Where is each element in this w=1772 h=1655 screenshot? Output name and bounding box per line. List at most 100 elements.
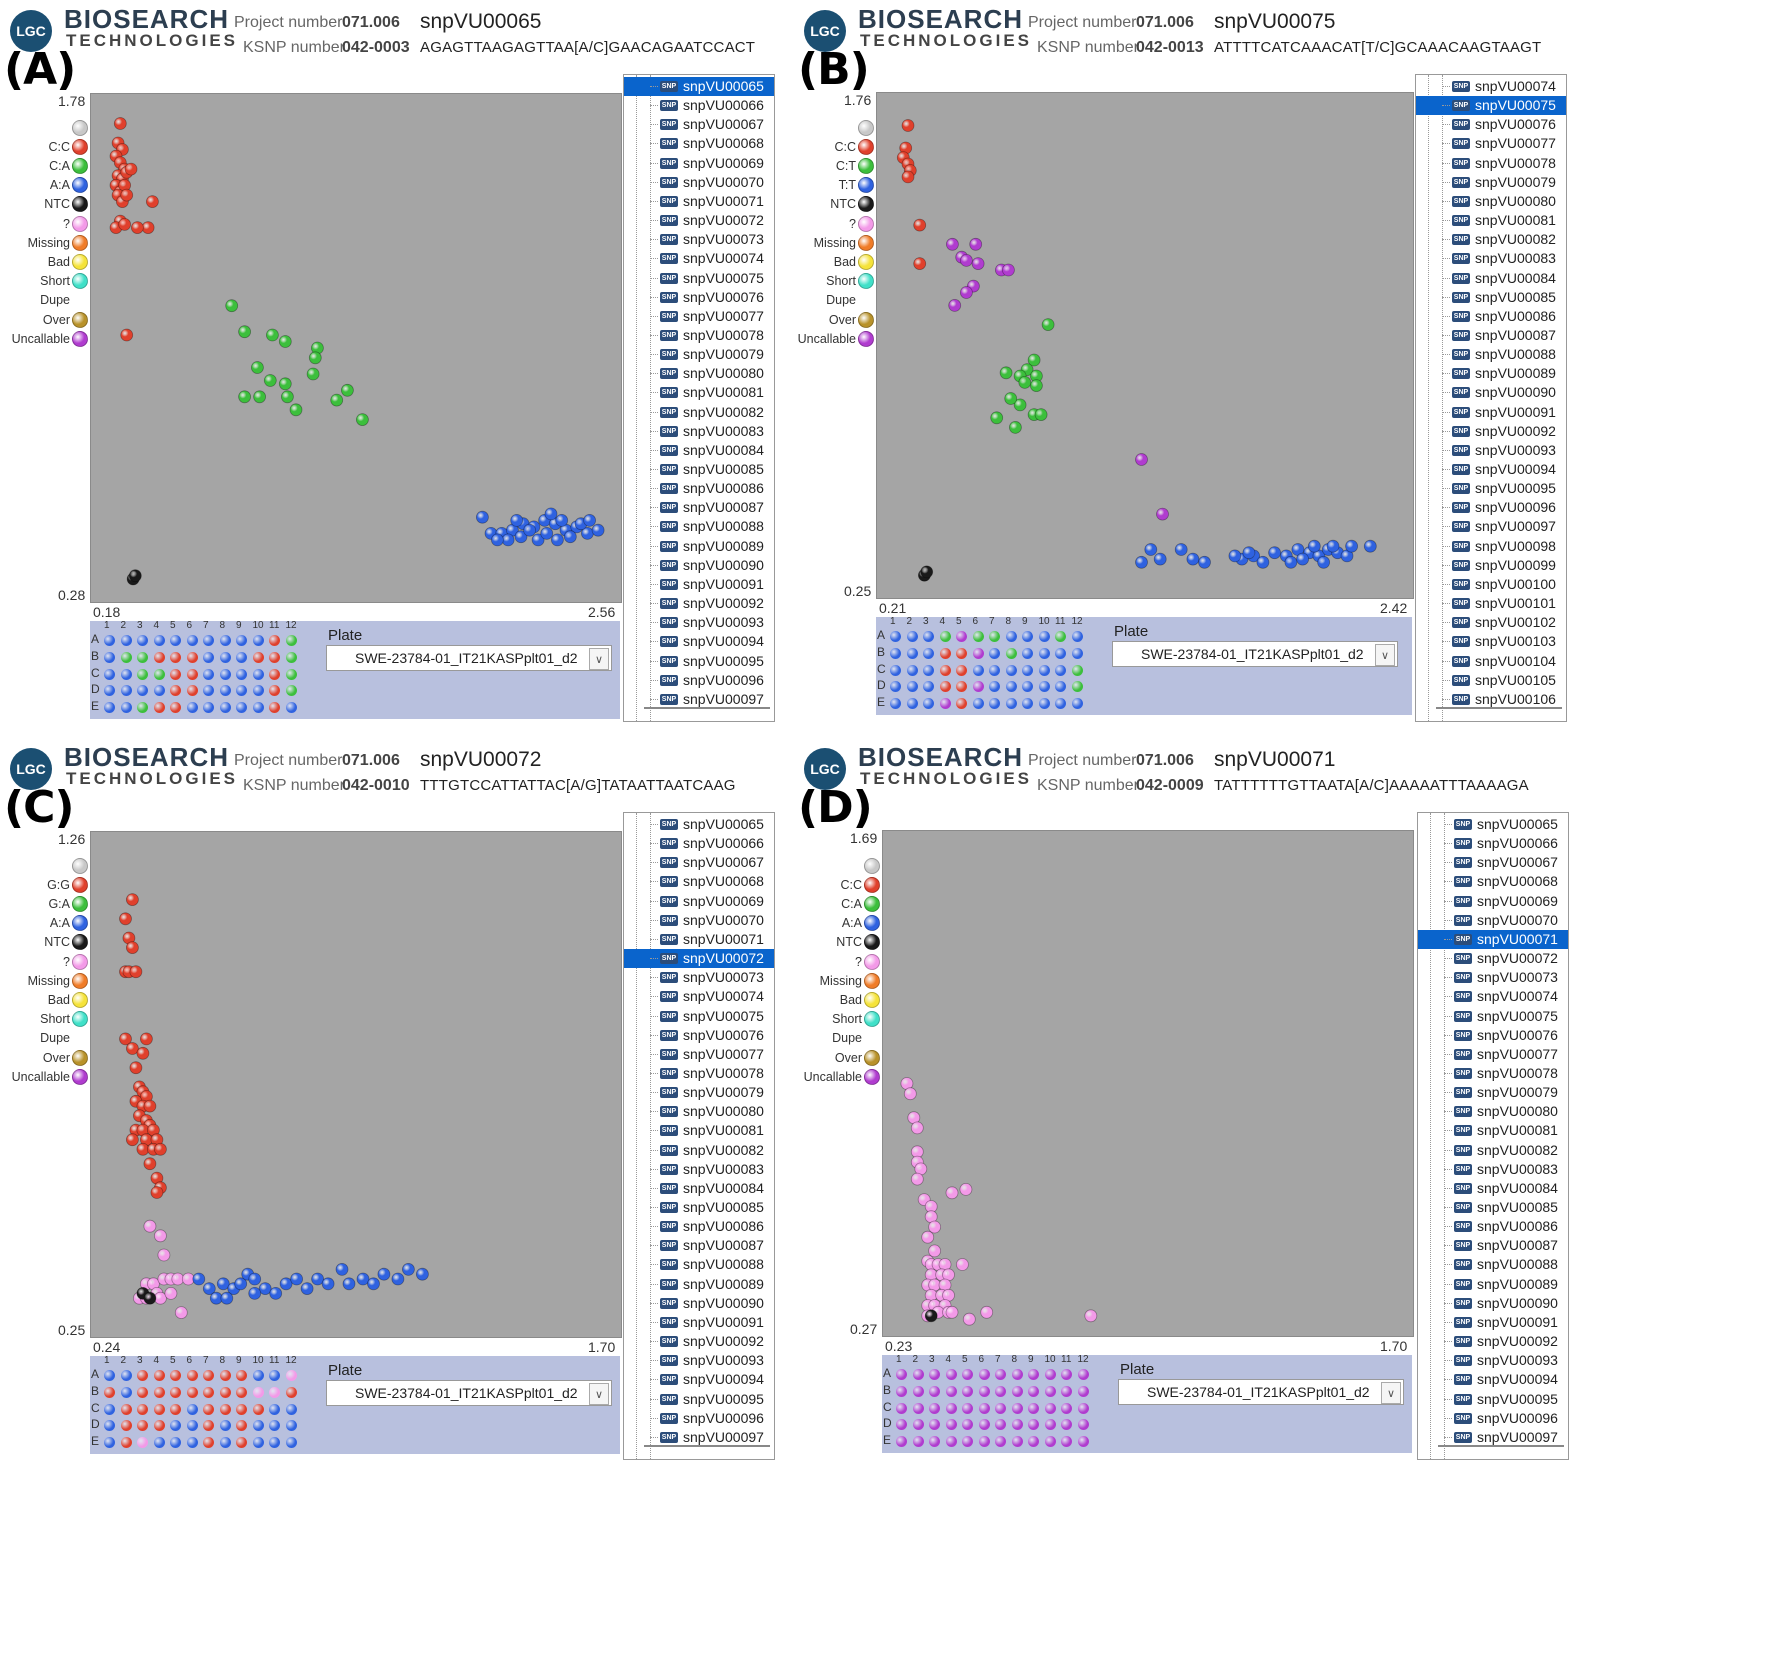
snp-list-item[interactable]: SNP snpVU00092	[624, 594, 774, 613]
snp-list-item[interactable]: SNP snpVU00079	[624, 1083, 774, 1102]
plate-well[interactable]	[1022, 681, 1033, 693]
plate-well[interactable]	[285, 702, 297, 714]
data-point-uncallable-9[interactable]	[948, 298, 962, 312]
plate-well[interactable]	[153, 1370, 165, 1381]
plate-well[interactable]	[269, 668, 280, 680]
plate-well[interactable]	[1038, 631, 1050, 642]
plate-well[interactable]	[219, 702, 231, 714]
data-point-ct-4[interactable]	[999, 366, 1013, 380]
data-point-aa-16[interactable]	[342, 1277, 356, 1291]
snp-tree-list[interactable]: SNP snpVU00065 SNP snpVU00066 SNP snpVU00067 S…	[623, 74, 775, 722]
plate-well[interactable]	[153, 1420, 165, 1432]
data-point--11[interactable]	[959, 1182, 973, 1196]
legend-item-bad[interactable]: Bad	[48, 252, 88, 271]
data-point-ca-12[interactable]	[280, 390, 294, 404]
plate-well[interactable]	[1038, 698, 1050, 710]
snp-list-item[interactable]: SNP snpVU00076	[624, 288, 774, 307]
plate-well[interactable]	[1028, 1385, 1039, 1397]
data-point-ct-8[interactable]	[1013, 398, 1027, 412]
chevron-down-icon[interactable]: ∨	[1381, 1382, 1401, 1404]
data-point-ntc-1[interactable]	[128, 569, 142, 583]
data-point-aa-11[interactable]	[290, 1272, 304, 1286]
plate-well[interactable]	[1011, 1369, 1023, 1380]
plate-well[interactable]	[1005, 681, 1017, 693]
snp-list-item[interactable]: SNP snpVU00094	[624, 632, 774, 651]
snp-list-item[interactable]: SNP snpVU00092	[1416, 422, 1566, 441]
data-point-aa-22[interactable]	[415, 1267, 429, 1281]
data-point-tt-21[interactable]	[1326, 539, 1340, 553]
snp-list-item[interactable]: SNP snpVU00095	[624, 652, 774, 671]
plate-well[interactable]	[170, 1437, 181, 1449]
snp-list-item[interactable]: SNP snpVU00087	[1418, 1236, 1568, 1255]
data-point-gg-9[interactable]	[126, 1042, 139, 1055]
data-point--36[interactable]	[945, 1305, 959, 1319]
snp-list-item[interactable]: SNP snpVU00087	[1416, 326, 1566, 345]
data-point-tt-4[interactable]	[1186, 552, 1200, 566]
plate-well[interactable]	[219, 635, 231, 646]
plate-well[interactable]	[906, 631, 918, 642]
legend-item-short[interactable]: Short	[832, 1010, 880, 1029]
plate-well[interactable]	[989, 681, 1000, 693]
legend-item-bad[interactable]: Bad	[48, 990, 88, 1009]
plate-well[interactable]	[1038, 681, 1050, 693]
plate-well[interactable]	[186, 668, 198, 680]
plate-well[interactable]	[1055, 698, 1066, 710]
plate-well[interactable]	[923, 631, 934, 642]
data-point-ca-6[interactable]	[308, 351, 322, 365]
data-point-uncallable-1[interactable]	[969, 237, 983, 251]
data-point-uncallable-10[interactable]	[1135, 453, 1148, 466]
plate-well[interactable]	[170, 1370, 181, 1381]
data-point--11[interactable]	[164, 1286, 178, 1300]
snp-list-item[interactable]: SNP snpVU00080	[624, 1102, 774, 1121]
snp-list-item[interactable]: SNP snpVU00074	[624, 987, 774, 1006]
plate-well[interactable]	[203, 685, 214, 697]
data-point-ca-11[interactable]	[253, 390, 267, 404]
plate-well[interactable]	[1022, 664, 1033, 676]
plate-well[interactable]	[1022, 647, 1033, 659]
plate-well[interactable]	[956, 647, 967, 659]
plate-well[interactable]	[153, 668, 165, 680]
data-point-tt-8[interactable]	[1256, 555, 1270, 569]
snp-list-item[interactable]: SNP snpVU00071	[624, 192, 774, 211]
plate-well[interactable]	[1061, 1369, 1072, 1380]
snp-list-item[interactable]: SNP snpVU00076	[1416, 115, 1566, 134]
data-point--1[interactable]	[903, 1087, 917, 1101]
snp-list-item[interactable]: SNP snpVU00078	[1418, 1064, 1568, 1083]
data-point-aa-3[interactable]	[216, 1277, 230, 1291]
plate-well-grid[interactable]: 1 2 3 4 5 6 7 8 9 10 11 12 A B C D E	[90, 1355, 305, 1452]
legend-item-blank[interactable]	[70, 856, 88, 875]
data-point-aa-16[interactable]	[540, 526, 554, 540]
data-point-ct-12[interactable]	[1008, 420, 1022, 434]
plate-well[interactable]	[153, 651, 165, 663]
snp-list-item[interactable]: SNP snpVU00072	[1418, 949, 1568, 968]
snp-list-item[interactable]: SNP snpVU00097	[624, 690, 774, 709]
legend-item-ntc[interactable]: NTC	[44, 933, 88, 952]
plate-well[interactable]	[939, 631, 951, 642]
plate-well[interactable]	[1055, 631, 1066, 642]
data-point-aa-20[interactable]	[510, 513, 524, 527]
plate-well[interactable]	[896, 1402, 907, 1414]
plate-well[interactable]	[203, 668, 214, 680]
plate-well[interactable]	[252, 651, 264, 663]
data-point-aa-17[interactable]	[550, 533, 564, 547]
data-point-tt-19[interactable]	[1284, 555, 1298, 569]
plate-well[interactable]	[945, 1436, 957, 1448]
plate-well[interactable]	[137, 668, 148, 680]
data-point-ca-14[interactable]	[330, 393, 344, 407]
plate-well[interactable]	[252, 685, 264, 697]
plate-well[interactable]	[1044, 1385, 1056, 1397]
plate-well-grid[interactable]: 1 2 3 4 5 6 7 8 9 10 11 12 A B C D E	[90, 620, 305, 717]
data-point-ct-11[interactable]	[990, 411, 1004, 425]
snp-list-item[interactable]: SNP snpVU00095	[1418, 1390, 1568, 1409]
legend-item-uncallable[interactable]: Uncallable	[12, 329, 88, 348]
plate-well[interactable]	[285, 1386, 297, 1398]
snp-list-item[interactable]: SNP snpVU00075	[1416, 96, 1566, 116]
plate-well[interactable]	[104, 1386, 115, 1398]
data-point-ntc-1[interactable]	[920, 565, 934, 579]
plate-well[interactable]	[956, 631, 967, 642]
data-point-cc-20[interactable]	[141, 221, 155, 235]
plate-well[interactable]	[269, 635, 280, 646]
plate-well-grid[interactable]: 1 2 3 4 5 6 7 8 9 10 11 12 A B C D E	[876, 616, 1091, 713]
plate-well[interactable]	[989, 664, 1000, 676]
legend-item-uncallable[interactable]: Uncallable	[804, 1067, 880, 1086]
